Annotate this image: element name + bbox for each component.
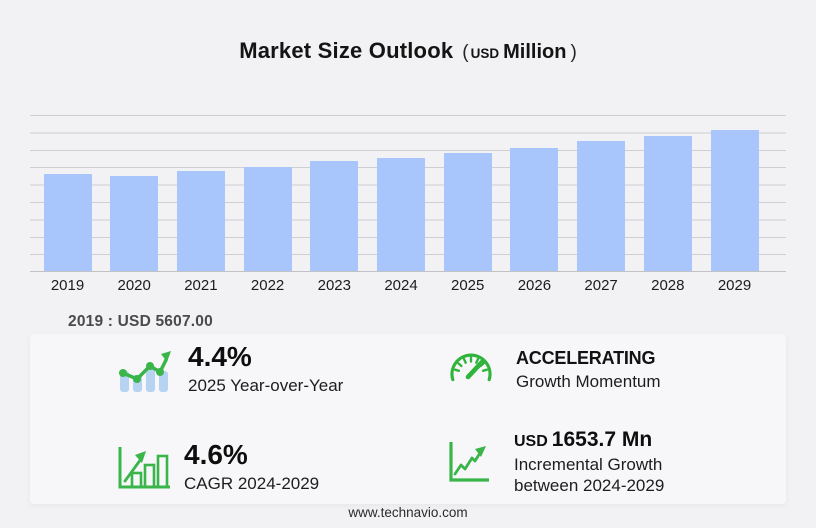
stat-momentum: ACCELERATING Growth Momentum bbox=[444, 348, 661, 392]
stat-cagr-label: CAGR 2024-2029 bbox=[184, 473, 320, 493]
title-unit-usd: USD bbox=[470, 46, 500, 61]
stat-momentum-value: ACCELERATING bbox=[516, 348, 656, 369]
x-axis-label-2021: 2021 bbox=[184, 277, 218, 294]
bar-2024 bbox=[377, 158, 425, 271]
x-axis-label-2024: 2024 bbox=[384, 277, 418, 294]
stat-cagr-value: 4.6% bbox=[184, 439, 248, 470]
title-unit-million: Million bbox=[503, 41, 567, 63]
stat-cagr: 4.6% CAGR 2024-2029 bbox=[116, 439, 320, 494]
bar-2021 bbox=[176, 171, 225, 271]
stat-yoy: 4.4% 2025 Year-over-Year bbox=[114, 341, 344, 396]
bar-chart-plot-area bbox=[30, 115, 786, 272]
stat-yoy-value: 4.4% bbox=[188, 341, 252, 372]
x-axis-label-2022: 2022 bbox=[250, 277, 285, 294]
bar-2020 bbox=[110, 176, 159, 271]
stats-card bbox=[30, 334, 786, 504]
chart-title-main: Market Size Outlook bbox=[239, 38, 454, 63]
x-axis-label-2020: 2020 bbox=[117, 277, 151, 294]
first-year-value-label: 2019 : USD 5607.00 bbox=[68, 313, 213, 330]
stat-incremental-currency: USD bbox=[514, 433, 548, 450]
bar-2028 bbox=[643, 136, 692, 271]
bar-chart-trend-icon bbox=[114, 342, 176, 396]
x-axis-label-2025: 2025 bbox=[451, 277, 485, 294]
x-axis-label-2026: 2026 bbox=[517, 277, 552, 294]
stat-momentum-label: Growth Momentum bbox=[516, 371, 661, 391]
stat-incremental-value: USD 1653.7 Mn bbox=[514, 428, 664, 452]
x-axis-labels: 2019 2020 2021 2022 2023 2024 2025 2026 2027 2028… bbox=[30, 277, 786, 297]
stat-incremental-growth: USD 1653.7 Mn Incremental Growth between … bbox=[444, 428, 664, 497]
x-axis-label-2028: 2028 bbox=[651, 277, 685, 294]
stat-incremental-amount: 1653.7 Mn bbox=[551, 428, 653, 451]
x-axis-label-2019: 2019 bbox=[50, 277, 85, 294]
x-axis-label-2027: 2027 bbox=[584, 277, 618, 294]
stat-incremental-label-line1: Incremental Growth bbox=[514, 455, 663, 475]
chart-title: Market Size Outlook (USD Million) bbox=[0, 38, 816, 64]
title-paren-open: ( bbox=[462, 42, 469, 63]
growth-bars-arrow-icon bbox=[116, 444, 172, 490]
bar-2027 bbox=[577, 141, 626, 271]
stat-yoy-label: 2025 Year-over-Year bbox=[188, 375, 344, 395]
speedometer-icon bbox=[444, 348, 498, 392]
title-paren-close: ) bbox=[570, 42, 577, 63]
line-graph-axes-icon bbox=[444, 438, 492, 486]
x-axis-label-2023: 2023 bbox=[317, 277, 351, 294]
bar-2022 bbox=[243, 167, 292, 271]
bar-2023 bbox=[310, 161, 359, 271]
bar-2025 bbox=[443, 153, 492, 271]
x-axis-label-2029: 2029 bbox=[717, 277, 752, 294]
website-url[interactable]: www.technavio.com bbox=[348, 505, 468, 520]
bar-2029 bbox=[710, 129, 759, 271]
bar-2019 bbox=[43, 174, 92, 271]
stat-incremental-label-line2: between 2024-2029 bbox=[514, 476, 665, 496]
bar-2026 bbox=[510, 148, 559, 271]
